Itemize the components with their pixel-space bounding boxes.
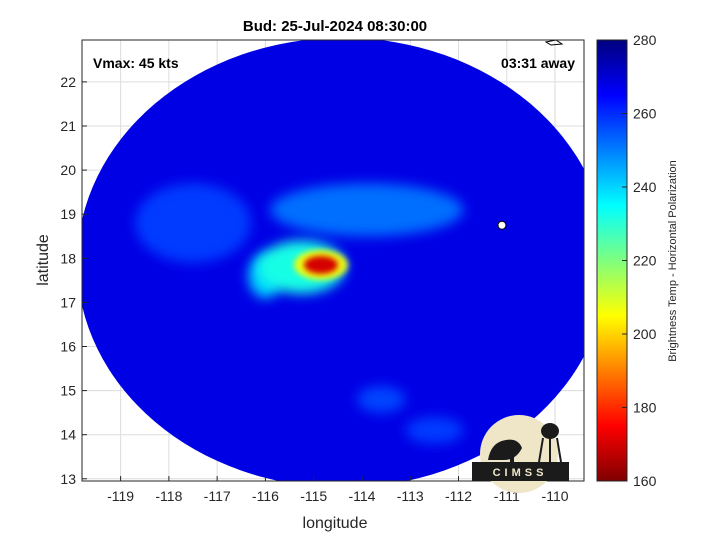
chart-title: Bud: 25-Jul-2024 08:30:00 [243,18,427,35]
y-tick-label: 21 [60,118,76,134]
x-tick-label: -114 [348,488,375,504]
x-tick-label: -115 [300,488,327,504]
axes-box [81,39,585,482]
y-tick-label: 13 [60,471,76,487]
x-tick-label: -119 [107,488,134,504]
brightness-feature [135,183,251,263]
y-axis-label: latitude [35,234,52,286]
y-axis-ticks: 13 14 15 16 17 18 19 20 21 22 [60,74,87,487]
logo-dish-stand [510,446,514,462]
x-tick-label: -112 [445,488,472,504]
colorbar-ticks: 160 180 200 220 240 260 280 [622,32,657,489]
colorbar-tick-label: 180 [633,400,657,416]
logo-water-tower-legs [538,437,562,463]
brightness-feature [270,183,464,237]
x-tick-label: -110 [542,488,569,504]
y-tick-label: 14 [60,427,76,443]
colorbar-tick-label: 280 [633,32,657,48]
brightness-feature [357,386,406,413]
data-layer [82,40,584,481]
colorbar-tick-label: 260 [633,106,657,122]
x-tick-label: -118 [155,488,182,504]
y-tick-label: 19 [60,206,76,222]
coastline-fragment [544,40,564,46]
island-outline [497,220,507,230]
time-away-annotation: 03:31 away [501,55,575,71]
core-coldest [304,256,338,274]
y-tick-label: 15 [60,383,76,399]
logo-banner [472,462,569,481]
brightness-feature [405,417,464,444]
colorbar-tick-label: 200 [633,326,657,342]
colorbar-tick-label: 240 [633,179,657,195]
y-tick-label: 20 [60,162,76,178]
x-tick-label: -113 [397,488,424,504]
colorbar-tick-label: 160 [633,473,657,489]
logo-water-tower-tank [541,423,559,439]
vmax-annotation: Vmax: 45 kts [93,55,179,71]
colorbar-label: Brightness Temp - Horizontal Polarizatio… [667,160,679,362]
x-axis-label: longitude [303,515,368,532]
cimss-logo: CIMSS [472,415,569,493]
colorbar-tick-label: 220 [633,253,657,269]
coastline [497,220,507,230]
y-tick-label: 22 [60,74,76,90]
features [135,183,464,444]
y-tick-label: 16 [60,338,76,354]
y-tick-label: 18 [60,250,76,266]
x-tick-label: -117 [204,488,231,504]
y-tick-label: 17 [60,294,76,310]
x-tick-label: -116 [252,488,279,504]
logo-text: CIMSS [493,467,548,479]
